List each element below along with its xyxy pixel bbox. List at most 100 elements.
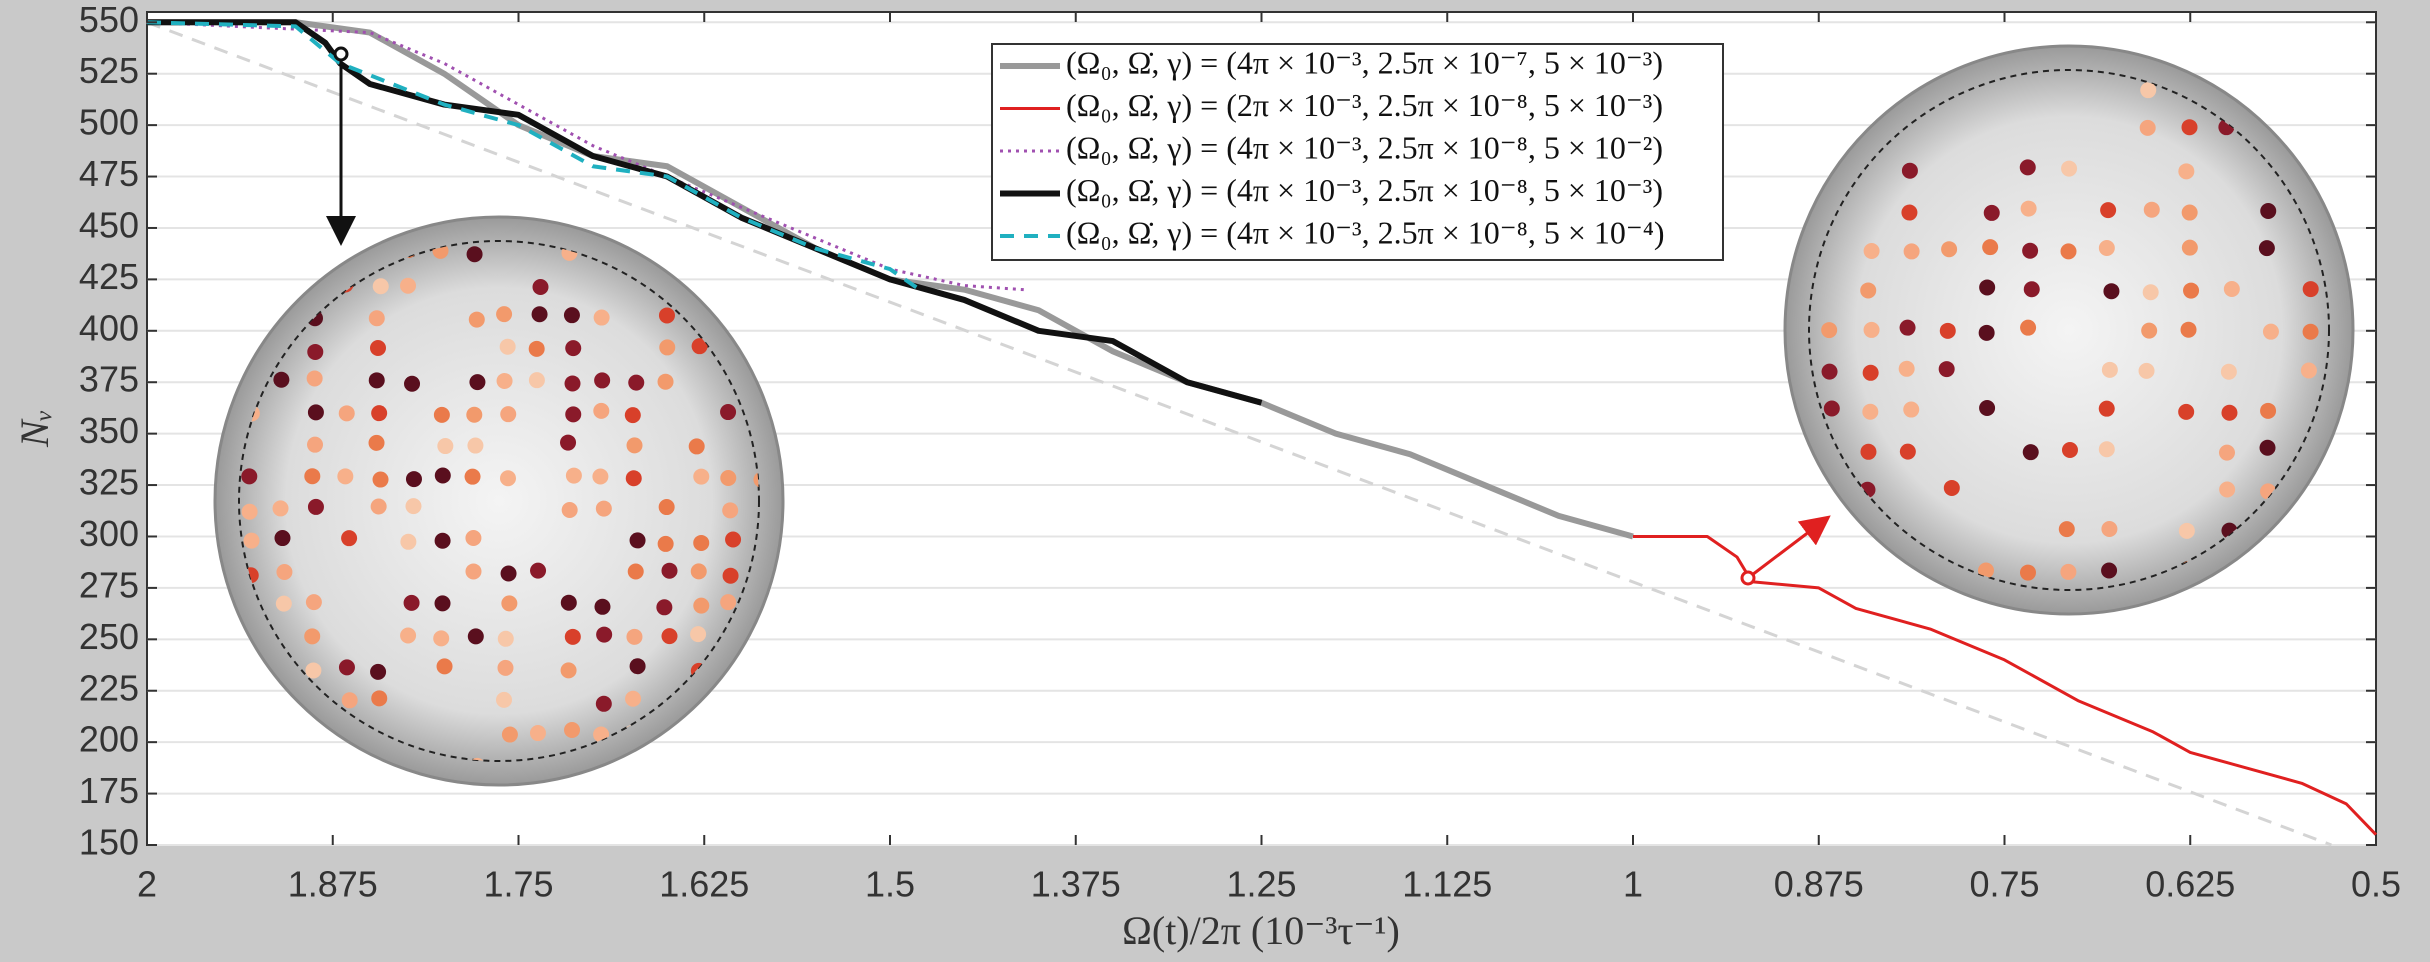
x-tick-label: 1.625 [659, 864, 749, 905]
inset-dot [625, 470, 642, 487]
inset-dot [1899, 319, 1916, 336]
inset-dot [274, 530, 291, 547]
inset-disc [213, 215, 785, 787]
legend-label: (Ω₀, Ω̇, γ) = (2π × 10⁻³, 2.5π × 10⁻⁸, 5… [1066, 87, 1663, 123]
inset-dot [1943, 479, 1960, 496]
inset-dot [400, 627, 417, 644]
inset-dot [693, 534, 710, 551]
inset-dot [436, 658, 453, 675]
x-tick-label: 0.5 [2351, 864, 2401, 905]
x-tick-label: 0.875 [1774, 864, 1864, 905]
inset-dot [2061, 442, 2078, 459]
inset-dot [2260, 202, 2277, 219]
inset-dot [305, 662, 322, 679]
inset-dot [2061, 160, 2078, 177]
inset-dot [1903, 401, 1920, 418]
inset-dot [1862, 364, 1879, 381]
inset-dot [405, 471, 422, 488]
inset-dot [2143, 201, 2160, 218]
insets [213, 44, 2355, 787]
inset-dot [434, 467, 451, 484]
inset-dot [624, 407, 641, 424]
inset-dot [467, 628, 484, 645]
inset-dot [725, 531, 742, 548]
inset-dot [1862, 403, 1879, 420]
inset-dot [2181, 119, 2198, 136]
inset-dot [1979, 400, 1996, 417]
legend-label: (Ω₀, Ω̇, γ) = (4π × 10⁻³, 2.5π × 10⁻⁸, 5… [1066, 214, 1665, 250]
inset-dot [307, 343, 324, 360]
inset-dot [2020, 200, 2037, 217]
inset-dot [720, 404, 737, 421]
y-tick-label: 525 [79, 50, 139, 91]
inset-dot [594, 372, 611, 389]
marker [333, 46, 349, 62]
inset-dot [1821, 322, 1838, 339]
inset-dot [434, 532, 451, 549]
inset-disc [1783, 44, 2355, 616]
inset-dot [2060, 563, 2077, 580]
inset-dot [626, 437, 643, 454]
inset-dot [497, 659, 514, 676]
legend-box [991, 43, 1724, 261]
inset-dot [433, 406, 450, 423]
y-tick-label: 300 [79, 513, 139, 554]
inset-dot [370, 663, 387, 680]
inset-dot [658, 499, 675, 516]
inset-dot [2098, 441, 2115, 458]
y-axis-label: Nᵥ [12, 409, 57, 448]
inset-dot [307, 498, 324, 515]
inset-dot [496, 306, 513, 323]
inset-dot [691, 338, 708, 355]
inset-dot [368, 372, 385, 389]
inset-dot [2098, 400, 2115, 417]
inset-dot [372, 278, 389, 295]
inset-dot [2101, 520, 2118, 537]
y-tick-label: 150 [79, 822, 139, 863]
inset-dot [2022, 242, 2039, 259]
inset-dot [370, 498, 387, 515]
y-tick-label: 200 [79, 719, 139, 760]
series-line [147, 19, 1634, 540]
inset-dot [1863, 321, 1880, 338]
inset-dot [2181, 204, 2198, 221]
inset-dot [690, 626, 707, 643]
inset-dot [1938, 361, 1955, 378]
ticks: 150 175 200 225 250 275 300 325 350 375 400 425 450 4… [79, 0, 2401, 905]
series-line [146, 20, 921, 292]
inset-dot [2138, 362, 2155, 379]
inset-dot [496, 372, 513, 389]
inset-dot [2019, 564, 2036, 581]
inset-dot [370, 340, 387, 357]
inset-dot [499, 338, 516, 355]
inset-dot [272, 500, 289, 517]
inset-dot [2178, 403, 2195, 420]
inset-dot [2259, 439, 2276, 456]
y-tick-label: 175 [79, 770, 139, 811]
inset-dot [2103, 283, 2120, 300]
inset-dot [400, 277, 417, 294]
inset-dot [338, 659, 355, 676]
inset-dot [1860, 282, 1877, 299]
inset-dot [307, 436, 324, 453]
inset-dot [466, 246, 483, 263]
y-tick-label: 350 [79, 410, 139, 451]
inset-dot [2100, 202, 2117, 219]
inset-dot [2183, 282, 2200, 299]
inset-dot [625, 690, 642, 707]
inset-dot [437, 438, 454, 455]
inset-dot [465, 530, 482, 547]
inset-dot [501, 595, 518, 612]
inset-dot [657, 535, 674, 552]
inset-dot [1899, 443, 1916, 460]
series-line [146, 20, 2332, 847]
x-tick-label: 1.5 [865, 864, 915, 905]
inset-dot [500, 406, 517, 423]
inset-dot [400, 533, 417, 550]
inset-dot [564, 722, 581, 739]
inset-dot [529, 725, 546, 742]
inset-dot [661, 628, 678, 645]
inset-dot [372, 471, 389, 488]
inset-dot [2220, 363, 2237, 380]
